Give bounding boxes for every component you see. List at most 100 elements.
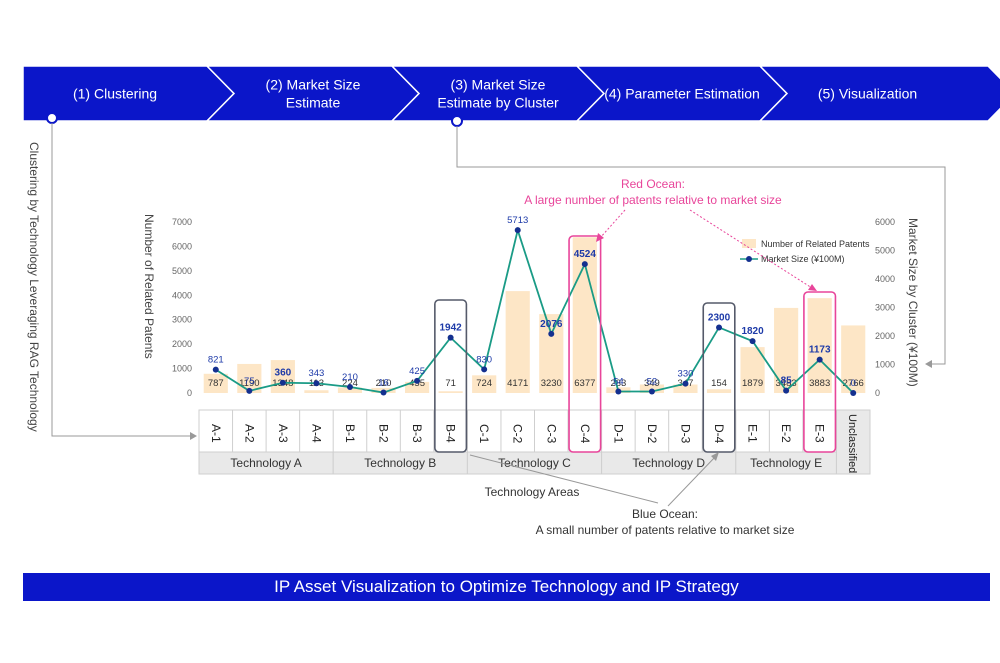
- y-left-tick: 5000: [172, 266, 192, 276]
- category-label: C-1: [477, 424, 491, 444]
- line-point-C-2: [514, 227, 521, 234]
- bar-A-1: [203, 373, 228, 393]
- bar-value-label: 224: [342, 378, 358, 389]
- line-point-D-2: [648, 388, 655, 395]
- category-label: D-3: [678, 424, 692, 444]
- process-step-label-line: (1) Clustering: [73, 86, 157, 102]
- process-flow: (1) Clustering (2) Market Size Estimate (3)…: [22, 65, 1000, 122]
- y-right-tick: 4000: [875, 274, 895, 284]
- connectors: [46, 112, 946, 440]
- category-label: C-4: [578, 424, 592, 444]
- line-value-label: 2300: [708, 312, 731, 323]
- y-left-tick: 3000: [172, 315, 192, 325]
- legend-line-marker: [746, 256, 752, 262]
- bar-B-1: [337, 387, 363, 393]
- y-right-tick: 1000: [875, 360, 895, 370]
- process-step-label-line: Estimate by Cluster: [437, 95, 559, 111]
- blue-ocean-title: Blue Ocean:: [632, 507, 698, 521]
- line-value-label: 330: [678, 369, 694, 380]
- process-step-5: [758, 65, 1000, 122]
- footer-banner: IP Asset Visualization to Optimize Techn…: [23, 573, 990, 601]
- process-step-label-line: (4) Parameter Estimation: [604, 86, 760, 102]
- highlight-B-4: [434, 299, 468, 453]
- line-value-label: 85: [781, 376, 793, 387]
- bar-D-3: [673, 384, 698, 393]
- group-label: Technology E: [750, 456, 822, 470]
- technology-areas-arrow: [469, 454, 659, 504]
- process-step-label-line: (2) Market Size: [266, 77, 361, 93]
- legend-line-label: Market Size (¥100M): [761, 254, 845, 264]
- process-step-4-label: (4) Parameter Estimation: [604, 86, 760, 102]
- step1-connector-line: [51, 123, 190, 437]
- line-value-label: 0: [851, 378, 856, 389]
- y-axis-left: 0 1000 2000 3000 4000 5000 6000 7000: [172, 217, 192, 398]
- y-right-tick: 3000: [875, 303, 895, 313]
- bar-value-label: 3483: [776, 378, 797, 389]
- line-point-A-4: [313, 380, 320, 387]
- bar-C-4: [572, 237, 597, 393]
- line-value-label: 16: [378, 378, 389, 389]
- line-value-label: 2076: [540, 319, 563, 330]
- line-point-D-4: [716, 324, 723, 331]
- y-left-tick: 0: [187, 388, 192, 398]
- y-left-tick: 4000: [172, 290, 192, 300]
- blue-ocean-text: A small number of patents relative to ma…: [536, 523, 795, 537]
- line-point-B-1: [346, 384, 353, 391]
- highlight-E-3: [803, 291, 837, 453]
- bar-Unclassified: [841, 325, 866, 393]
- bar-C-2: [505, 291, 530, 393]
- y-left-tick: 6000: [172, 241, 192, 251]
- line-point-C-4: [581, 261, 588, 268]
- red-ocean-arrowhead-right: [808, 284, 817, 291]
- process-step-label-line: (5) Visualization: [818, 86, 917, 102]
- group-label: Technology C: [498, 456, 571, 470]
- line-value-label: 830: [476, 354, 492, 365]
- red-ocean-arrowhead-left: [596, 233, 604, 242]
- process-step-label-line: Estimate: [286, 95, 341, 111]
- step1-connector-arrowhead: [190, 432, 197, 440]
- bar-D-4: [706, 389, 732, 393]
- process-step-5-label: (5) Visualization: [818, 86, 917, 102]
- line-point-B-4: [447, 334, 454, 341]
- y-axis-right-label: Market Size by Cluster (¥100M): [906, 218, 920, 387]
- highlight-D-4: [702, 302, 736, 453]
- red-ocean-title: Red Ocean:: [621, 177, 685, 191]
- red-ocean-arrow-right: [689, 209, 813, 289]
- annotations: Red Ocean: A large number of patents rel…: [469, 177, 817, 537]
- group-cell: [835, 409, 871, 475]
- bar-value-label: 349: [644, 378, 660, 389]
- bar-value-label: 787: [208, 378, 224, 389]
- red-ocean-text: A large number of patents relative to ma…: [524, 193, 782, 207]
- line-value-label: 4524: [574, 249, 597, 260]
- y-axis-left-label: Number of Related Patents: [142, 214, 156, 359]
- process-step-2: [205, 65, 421, 122]
- bar-E-1: [740, 347, 765, 393]
- line-point-D-3: [682, 380, 689, 387]
- line-point-A-3: [279, 379, 286, 386]
- bar-value-label: 3883: [809, 378, 830, 389]
- line-value-label: 360: [275, 368, 292, 379]
- line-value-label: 5713: [507, 215, 528, 226]
- bar-A-3: [270, 360, 295, 393]
- category-label: E-1: [746, 424, 760, 443]
- side-note: Clustering by Technology Leveraging RAG …: [27, 142, 41, 432]
- line-value-label: 343: [308, 368, 324, 379]
- bar-A-4: [304, 390, 329, 393]
- process-step-label-line: (3) Market Size: [451, 77, 546, 93]
- group-label: Technology A: [230, 456, 301, 470]
- bar-value-label: 3230: [541, 378, 562, 389]
- bar-C-3: [539, 314, 564, 393]
- y-left-tick: 1000: [172, 364, 192, 374]
- group-label: Technology D: [632, 456, 705, 470]
- category-label: A-3: [276, 424, 290, 443]
- side-note-text: Clustering by Technology Leveraging RAG …: [27, 142, 41, 432]
- y-left-tick: 7000: [172, 217, 192, 227]
- bar-value-label: 1190: [239, 378, 259, 389]
- legend-bar-swatch: [742, 239, 756, 248]
- legend: Number of Related Patents Market Size (¥…: [740, 239, 870, 264]
- line-point-E-1: [749, 338, 756, 345]
- line-point-E-3: [816, 356, 823, 363]
- y-right-tick: 2000: [875, 331, 895, 341]
- line-value-label: 54: [613, 376, 624, 387]
